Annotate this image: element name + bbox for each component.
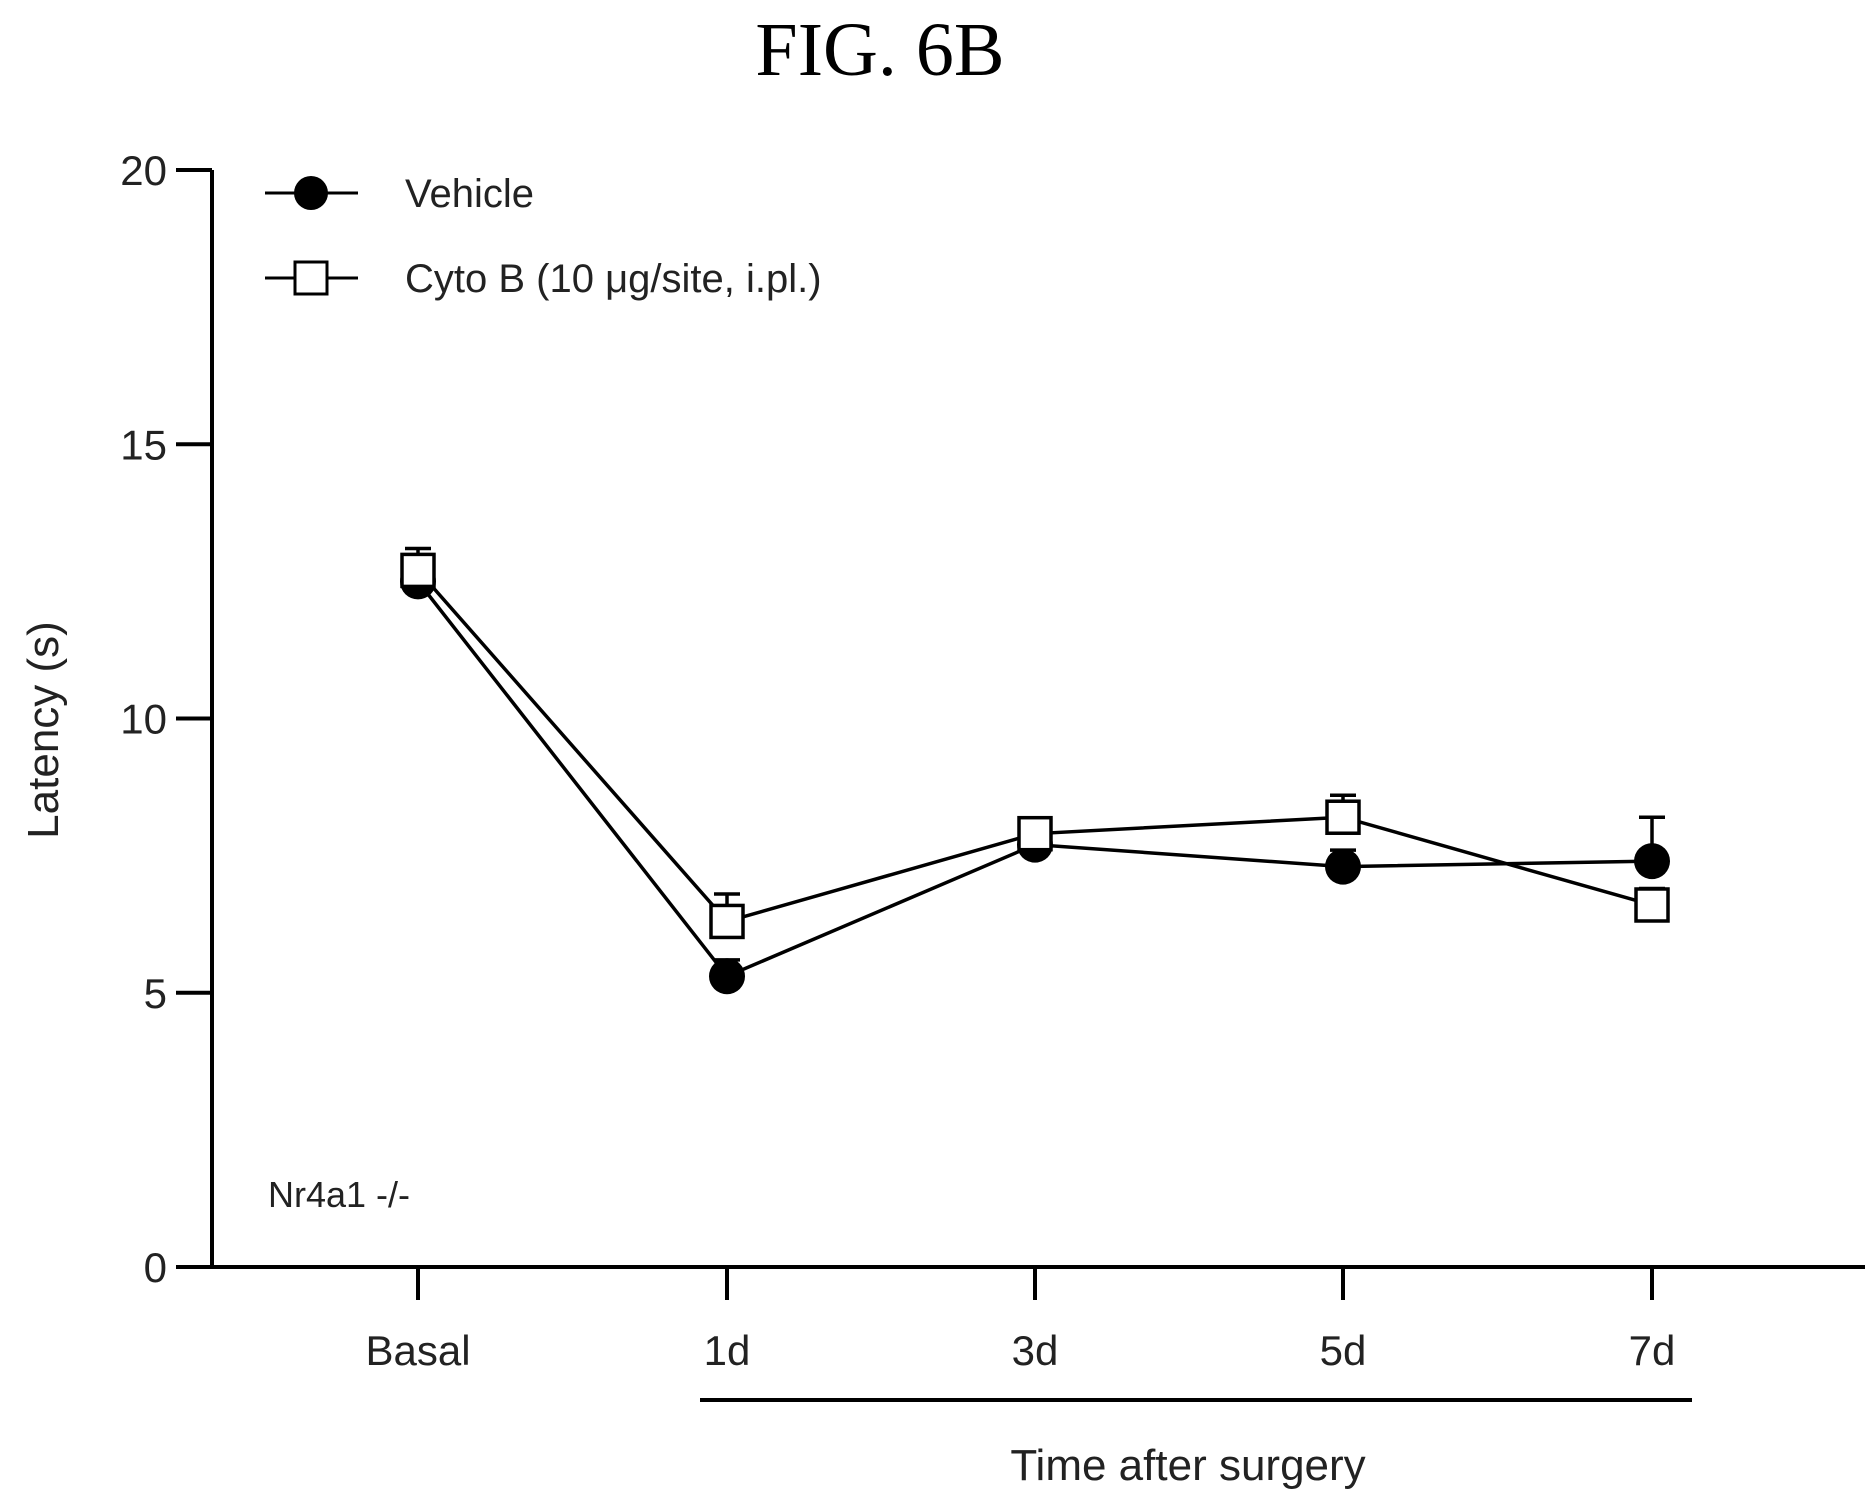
legend-open-square-icon bbox=[293, 260, 329, 296]
x-tick-label: 7d bbox=[1629, 1327, 1676, 1374]
legend: Vehicle Cyto B (10 μg/site, i.pl.) bbox=[265, 172, 822, 301]
y-tick-label: 5 bbox=[144, 970, 167, 1017]
data-point bbox=[709, 958, 745, 995]
x-tick-label: 1d bbox=[704, 1327, 751, 1374]
data-point bbox=[1325, 848, 1361, 885]
data-point bbox=[1017, 815, 1053, 852]
data-point bbox=[1634, 887, 1670, 923]
series-line bbox=[416, 569, 1653, 924]
series-layer bbox=[400, 546, 1670, 995]
y-tick-label: 20 bbox=[120, 147, 167, 194]
legend-item-cyto-b: Cyto B (10 μg/site, i.pl.) bbox=[265, 257, 822, 301]
legend-label-cyto-b: Cyto B (10 μg/site, i.pl.) bbox=[405, 257, 822, 301]
x-tick-label: Basal bbox=[365, 1327, 470, 1374]
series-1 bbox=[400, 546, 1670, 940]
y-tick-label: 10 bbox=[120, 696, 167, 743]
legend-item-vehicle: Vehicle bbox=[265, 172, 534, 216]
legend-filled-circle-icon bbox=[294, 176, 328, 210]
y-tick-label: 0 bbox=[144, 1244, 167, 1291]
x-axis-label: Time after surgery bbox=[1010, 1441, 1365, 1490]
data-point bbox=[1325, 799, 1361, 835]
x-tick-label: 5d bbox=[1320, 1327, 1367, 1374]
data-point bbox=[709, 903, 745, 940]
series-0 bbox=[400, 563, 1670, 995]
y-tick-label: 15 bbox=[120, 421, 167, 468]
legend-label-vehicle: Vehicle bbox=[405, 172, 534, 216]
data-point bbox=[400, 552, 436, 589]
axes bbox=[210, 170, 1865, 1269]
y-axis-label: Latency (s) bbox=[19, 621, 68, 839]
data-point bbox=[1634, 843, 1670, 880]
y-ticks: 0 5 10 15 20 bbox=[120, 147, 212, 1291]
figure-title: FIG. 6B bbox=[755, 8, 1004, 92]
genotype-annotation: Nr4a1 -/- bbox=[268, 1174, 410, 1215]
x-tick-label: 3d bbox=[1012, 1327, 1059, 1374]
x-ticks: Basal 1d 3d 5d 7d bbox=[365, 1267, 1675, 1374]
